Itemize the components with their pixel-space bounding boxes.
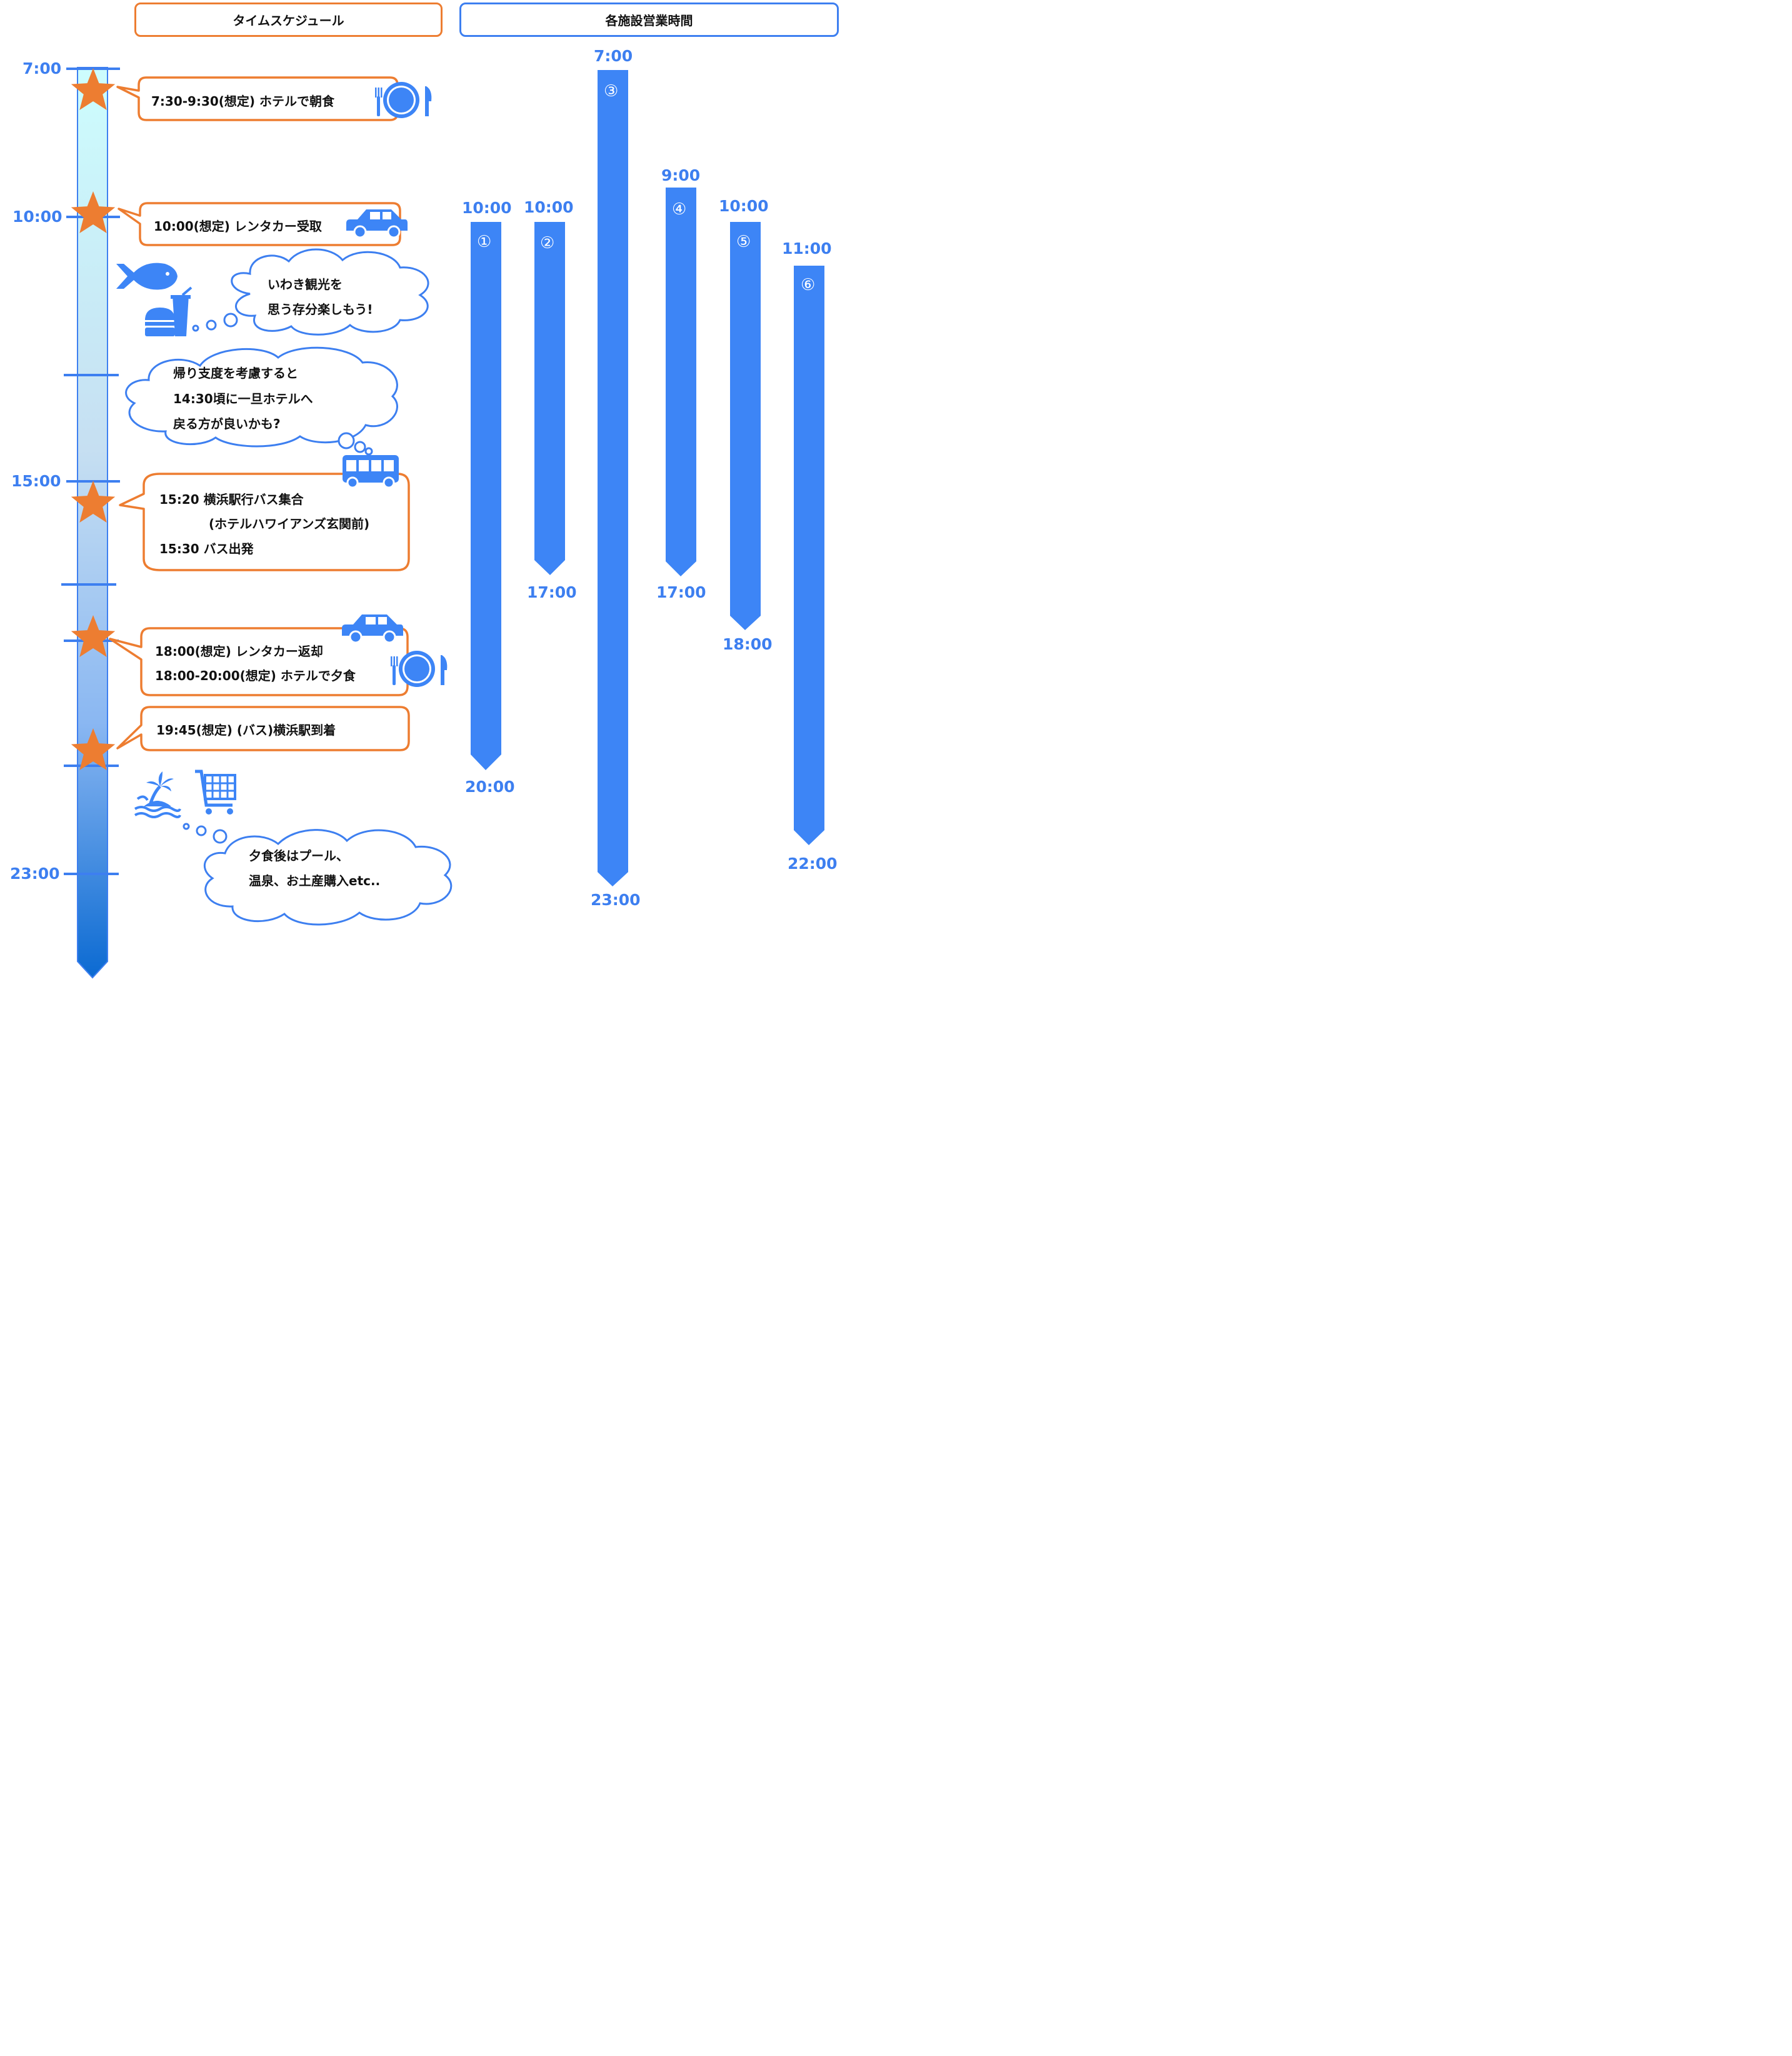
facility-close-time: 20:00	[465, 778, 515, 796]
cloud-return-hotel	[125, 346, 398, 448]
thought-text: いわき観光を	[268, 277, 343, 292]
facility-number: ⑥	[801, 276, 816, 294]
callout-rental-pickup	[118, 202, 401, 246]
bus-icon	[343, 455, 399, 489]
cart-icon	[195, 770, 236, 815]
facility-open-time: 10:00	[462, 199, 512, 217]
facility-open-time: 9:00	[661, 166, 701, 184]
facility-bar-5	[730, 222, 761, 630]
callout-rental-return	[109, 627, 409, 696]
facility-number: ②	[540, 234, 555, 253]
cloud-sightseeing	[231, 248, 429, 336]
event-breakfast: 7:30-9:30(想定) ホテルで朝食	[151, 94, 335, 109]
thought-clouds	[125, 248, 453, 926]
burger-drink-icon	[145, 286, 193, 336]
axis-label: 23:00	[10, 865, 60, 883]
event-bus-line: 15:30 バス出発	[159, 541, 254, 556]
facility-bar-2	[534, 222, 565, 575]
facility-number: ①	[477, 233, 492, 251]
thought-text: 温泉、お土産購入etc..	[249, 873, 381, 888]
facility-close-time: 17:00	[656, 583, 706, 601]
diagram-canvas	[61, 67, 824, 979]
facility-open-time: 10:00	[524, 198, 574, 216]
plate-cutlery-icon	[375, 82, 432, 118]
event-bus-line: (ホテルハワイアンズ玄関前)	[209, 516, 370, 531]
callout-breakfast	[116, 76, 399, 121]
thought-text: 夕食後はプール、	[249, 848, 349, 863]
cloud-after-dinner	[204, 829, 453, 926]
axis-label: 10:00	[13, 208, 63, 226]
event-rental-pickup: 10:00(想定) レンタカー受取	[154, 219, 322, 234]
thought-text: 14:30頃に一旦ホテルへ	[173, 391, 313, 406]
event-bus-line: 15:20 横浜駅行バス集合	[159, 492, 304, 507]
event-arrival: 19:45(想定) (バス)横浜駅到着	[156, 723, 336, 738]
facility-bar-4	[666, 188, 696, 576]
hours-header: 各施設営業時間	[459, 3, 839, 37]
plate-cutlery-icon	[391, 651, 448, 687]
facility-close-time: 18:00	[723, 635, 773, 653]
axis-label: 7:00	[23, 59, 62, 78]
facility-close-time: 22:00	[788, 855, 838, 873]
facility-bar-3	[598, 70, 628, 886]
facility-number: ④	[672, 200, 687, 219]
facility-close-time: 17:00	[527, 583, 577, 601]
car-icon	[346, 209, 408, 239]
facility-number: ③	[604, 82, 619, 101]
car-icon	[342, 614, 403, 644]
event-rental-return: 18:00(想定) レンタカー返却	[155, 644, 323, 659]
facility-number: ⑤	[736, 233, 751, 251]
facility-bar-6	[794, 266, 824, 845]
fish-icon	[116, 263, 178, 290]
island-icon	[134, 771, 181, 818]
callout-bus	[119, 473, 410, 571]
facility-open-time: 10:00	[719, 197, 769, 215]
thought-text: 思う存分楽しもう!	[268, 302, 373, 317]
schedule-header: タイムスケジュール	[134, 3, 443, 37]
facility-bars	[471, 70, 824, 886]
event-dinner: 18:00-20:00(想定) ホテルで夕食	[155, 668, 356, 683]
callout-arrival	[116, 706, 410, 751]
facility-open-time: 7:00	[594, 47, 633, 65]
facility-bar-1	[471, 222, 501, 770]
facility-close-time: 23:00	[591, 891, 641, 909]
thought-text: 帰り支度を考慮すると	[173, 366, 298, 381]
axis-label: 15:00	[11, 472, 61, 490]
thought-text: 戻る方が良いかも?	[173, 416, 281, 431]
facility-open-time: 11:00	[782, 239, 832, 258]
